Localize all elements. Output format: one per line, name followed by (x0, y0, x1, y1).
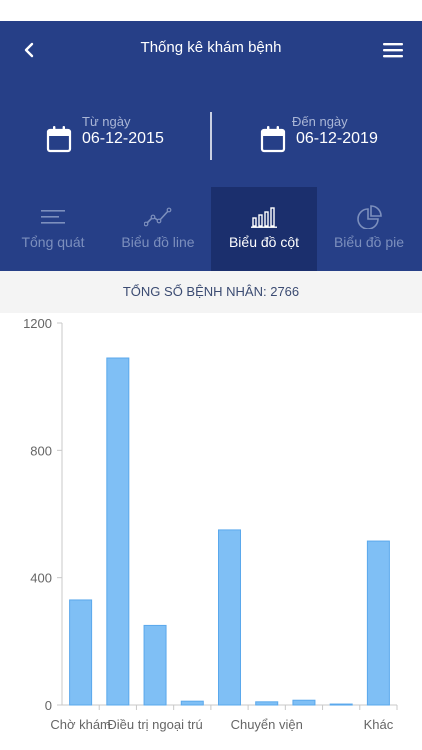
bar (366, 540, 390, 706)
back-button[interactable] (14, 35, 44, 65)
date-to-label: Đến ngày (292, 114, 348, 129)
date-divider (210, 112, 212, 160)
date-from-label: Từ ngày (82, 114, 131, 129)
tab-bar-chart[interactable]: Biểu đồ cột (211, 187, 317, 271)
line-chart-icon (144, 207, 172, 227)
bar (143, 624, 167, 706)
tab-overview[interactable]: Tổng quát (0, 187, 106, 271)
tab-overview-label: Tổng quát (21, 234, 85, 250)
bar (329, 703, 353, 706)
bar-chart: 0 400 800 1200 Chờ khám Điều trị ngoại trú Chu… (0, 313, 422, 750)
status-bar (0, 0, 422, 21)
bar (106, 357, 130, 706)
bar (255, 701, 279, 706)
y-tick-label: 400 (30, 571, 52, 586)
date-from-value: 06-12-2015 (82, 130, 164, 147)
tab-bar-chart-label: Biểu đồ cột (228, 234, 300, 250)
bar-chart-icon (251, 207, 277, 228)
page-title: Thống kê khám bệnh (140, 39, 282, 56)
calendar-icon (46, 126, 72, 153)
date-range: Từ ngày 06-12-2015 Đến ngày 06-12-2019 (0, 111, 422, 161)
x-category-label: Chuyển viện (231, 717, 303, 732)
bar (180, 700, 204, 706)
tab-line-chart[interactable]: Biểu đồ line (105, 187, 211, 271)
x-category-label: Khác (364, 717, 394, 732)
hamburger-menu-icon (383, 43, 403, 58)
menu-button[interactable] (378, 35, 408, 65)
x-category-label: Điều trị ngoại trú (107, 717, 202, 732)
top-bar: Thống kê khám bệnh (0, 21, 422, 77)
tab-pie-chart[interactable]: Biểu đồ pie (316, 187, 422, 271)
bar (69, 599, 93, 706)
y-tick-label: 1200 (23, 316, 52, 331)
y-tick-label: 0 (45, 698, 52, 713)
bar (218, 529, 241, 706)
x-category-label: Chờ khám (50, 717, 111, 732)
bar (292, 699, 316, 706)
date-from-picker[interactable]: Từ ngày 06-12-2015 (44, 111, 214, 161)
tab-bar: Tổng quát Biểu đồ line Biểu đồ cột (0, 187, 422, 271)
pie-chart-icon (357, 205, 382, 229)
date-to-value: 06-12-2019 (296, 130, 378, 147)
total-patients-summary: TỔNG SỐ BỆNH NHÂN: 2766 (0, 271, 422, 313)
date-to-picker[interactable]: Đến ngày 06-12-2019 (258, 111, 422, 161)
tab-line-chart-label: Biểu đồ line (121, 234, 195, 250)
calendar-icon (260, 126, 286, 153)
lines-icon (41, 210, 65, 224)
header: Thống kê khám bệnh Từ ngày 06-12-2015 (0, 21, 422, 271)
tab-pie-chart-label: Biểu đồ pie (333, 234, 405, 250)
chevron-left-icon (24, 42, 34, 58)
y-tick-label: 800 (30, 443, 52, 458)
